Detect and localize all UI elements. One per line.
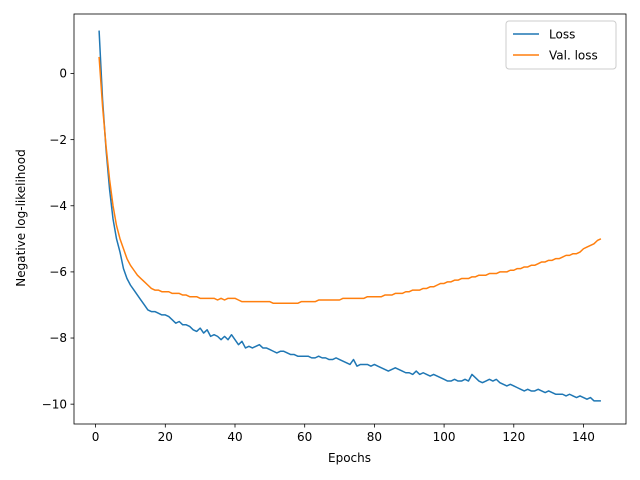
x-tick-label: 80 [367,430,382,444]
plot-lines [98,30,602,402]
y-tick-label: 0 [59,67,67,81]
legend-label-1: Loss [549,27,575,41]
legend-label-2: Val. loss [549,48,598,62]
series-line-1 [98,30,601,402]
x-tick-label: 120 [502,430,525,444]
y-axis-label: Negative log-likelihood [14,149,28,286]
y-tick-label: −2 [49,133,67,147]
x-axis-ticks: 0 20 40 60 80 100 120 140 [92,424,595,444]
y-tick-label: −8 [49,331,67,345]
legend: Loss Val. loss [505,20,617,70]
x-tick-label: 40 [227,430,242,444]
y-tick-label: −10 [42,397,67,411]
axes-frame [73,13,627,425]
x-tick-label: 20 [158,430,173,444]
series-line-2 [98,56,602,305]
x-tick-label: 140 [572,430,595,444]
y-axis-ticks: −10 −8 −6 −4 −2 0 [42,67,74,411]
legend-box [505,20,617,70]
x-tick-label: 0 [92,430,100,444]
x-axis-label: Epochs [328,451,371,465]
y-tick-label: −6 [49,265,67,279]
y-tick-label: −4 [49,199,67,213]
x-tick-label: 100 [433,430,456,444]
x-tick-label: 60 [297,430,312,444]
plot-border [73,13,627,425]
